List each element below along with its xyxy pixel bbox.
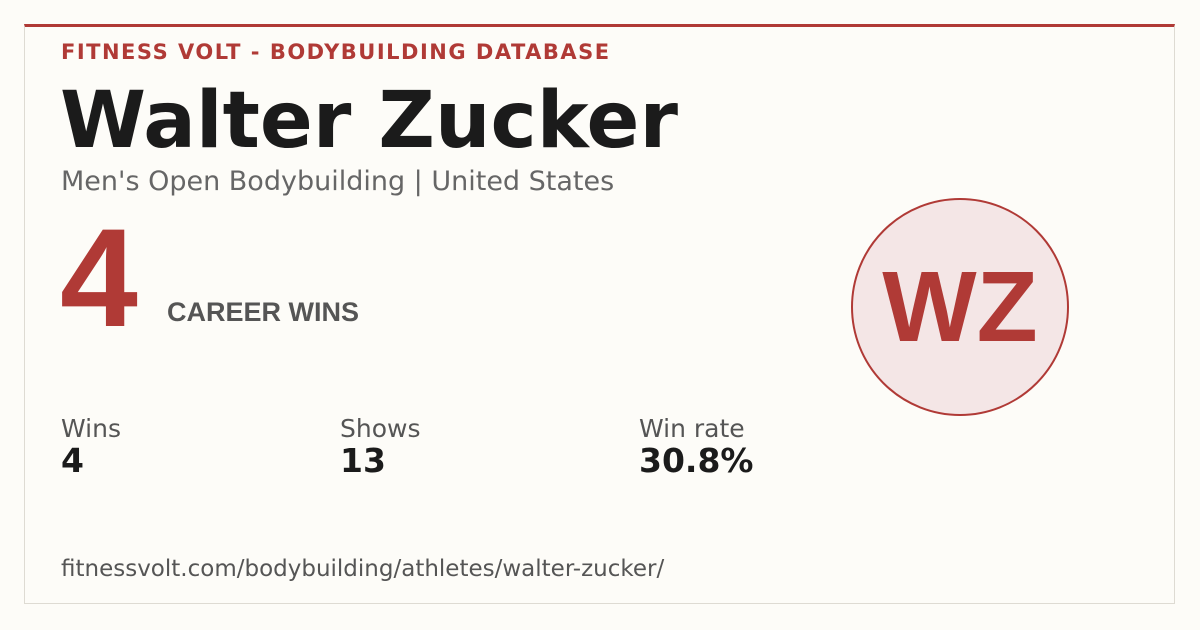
hero-label: CAREER WINS [167, 297, 360, 327]
avatar: WZ [851, 198, 1069, 416]
stat-label: Wins [61, 414, 121, 443]
stat-value: 13 [340, 441, 386, 480]
stat: Wins 4 [61, 414, 121, 479]
stat: Shows 13 [340, 414, 420, 479]
card [24, 24, 1175, 604]
subtitle: Men's Open Bodybuilding | United States [61, 166, 615, 197]
kicker: FITNESS VOLT - BODYBUILDING DATABASE [61, 40, 611, 64]
athlete-name: Walter Zucker [60, 76, 678, 166]
hero-value: 4 [60, 199, 138, 356]
stat-value: 4 [61, 441, 84, 480]
stat-label: Shows [340, 414, 421, 443]
url: fitnessvolt.com/bodybuilding/athletes/wa… [61, 556, 665, 582]
stat-value: 30.8% [639, 441, 754, 480]
stat: Win rate 30.8% [639, 414, 754, 479]
stat-label: Win rate [639, 414, 745, 443]
